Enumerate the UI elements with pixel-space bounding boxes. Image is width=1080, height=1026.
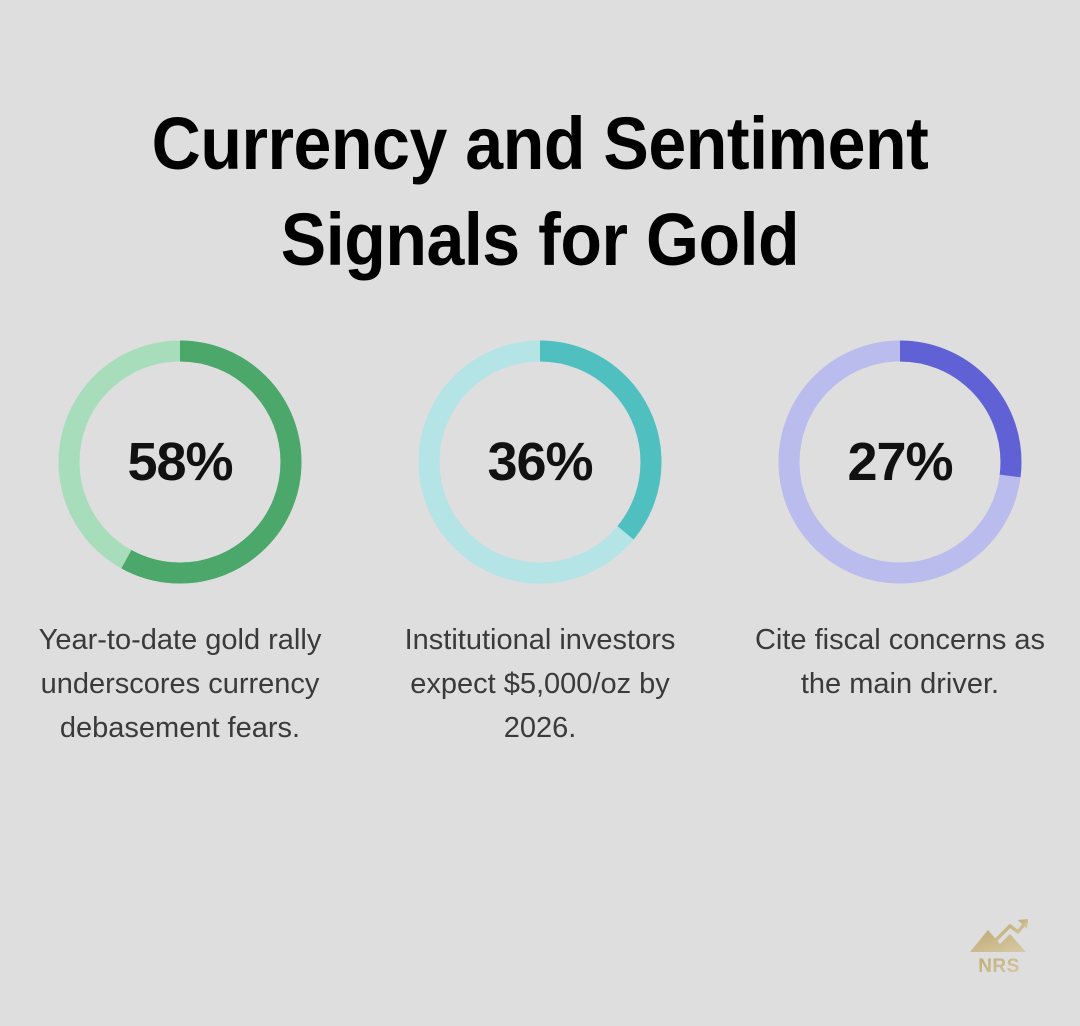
donut-2-svg: [418, 340, 662, 584]
stat-caption-1: Year-to-date gold rally underscores curr…: [38, 624, 322, 744]
stat-caption-2: Institutional investors expect $5,000/oz…: [404, 624, 676, 744]
title-line-1: Currency and Sentiment: [151, 102, 929, 185]
donut-chart-1: 58%: [58, 340, 302, 584]
brand-logo: NRS: [966, 916, 1032, 978]
arrow-up-icon: [994, 920, 1028, 942]
donut-chart-2: 36%: [418, 340, 662, 584]
donut-chart-3: 27%: [778, 340, 1022, 584]
stat-column-2: 36% Institutional investors expect $5,00…: [360, 340, 720, 750]
donut-2-value-arc: [418, 340, 662, 584]
donut-3-value-label: 27%: [847, 432, 953, 492]
donut-2-value-label: 36%: [487, 432, 593, 492]
arrow-head-icon: [1018, 919, 1028, 929]
mountain-icon: [970, 930, 1026, 952]
stat-column-1: 58% Year-to-date gold rally underscores …: [0, 340, 360, 750]
logo-text: NRS: [978, 956, 1020, 977]
stat-caption-3: Cite fiscal concerns as the main driver.: [754, 624, 1046, 700]
donut-1-svg: [58, 340, 302, 584]
page-title: Currency and Sentiment Signals for Gold: [0, 96, 1080, 288]
title-line-2: Signals for Gold: [280, 198, 800, 281]
donut-1-value-label: 58%: [127, 432, 233, 492]
nrs-logo-svg: NRS: [970, 919, 1028, 977]
donut-3-value-arc: [778, 340, 1022, 584]
donut-3-svg: [778, 340, 1022, 584]
stat-column-3: 27% Cite fiscal concerns as the main dri…: [720, 340, 1080, 706]
donut-1-value-arc: [58, 340, 302, 584]
donut-columns: 58% Year-to-date gold rally underscores …: [0, 340, 1080, 750]
